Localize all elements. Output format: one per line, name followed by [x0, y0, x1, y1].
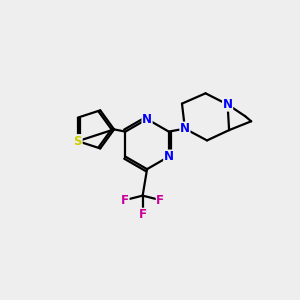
Text: N: N [180, 122, 190, 135]
Text: F: F [121, 194, 129, 207]
Text: N: N [223, 98, 232, 111]
Text: S: S [74, 135, 82, 148]
Text: N: N [142, 112, 152, 126]
Text: F: F [139, 208, 147, 221]
Text: F: F [156, 194, 164, 207]
Text: N: N [164, 150, 174, 163]
